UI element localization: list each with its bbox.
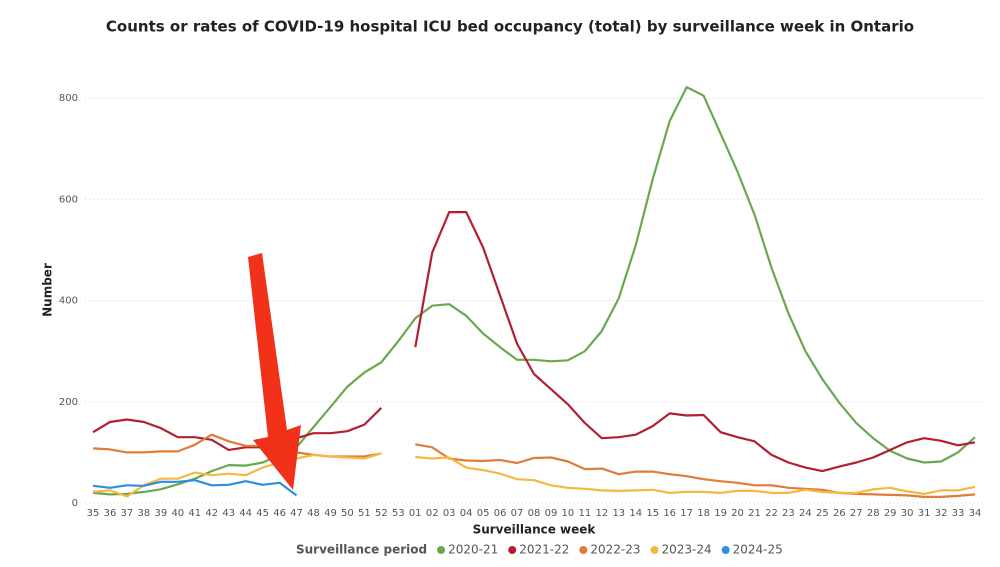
x-tick-label: 35 [87,508,100,519]
x-tick-label: 13 [612,508,625,519]
x-tick-label: 07 [511,508,524,519]
x-tick-label: 22 [765,508,778,519]
x-tick-label: 03 [443,508,456,519]
legend-label: 2024-25 [733,543,783,557]
x-tick-label: 02 [426,508,439,519]
legend: Surveillance period 2020-21 2021-22 2022-23… [296,543,783,557]
y-tick-label: 600 [59,194,78,205]
legend-label: 2021-22 [519,543,569,557]
x-tick-label: 46 [273,508,286,519]
x-tick-label: 23 [782,508,795,519]
y-tick-label: 800 [59,93,78,104]
legend-swatch [650,546,659,554]
x-tick-label: 01 [409,508,422,519]
x-tick-label: 19 [714,508,727,519]
x-tick-label: 26 [833,508,846,519]
x-tick-label: 32 [935,508,948,519]
x-tick-label: 40 [171,508,184,519]
x-tick-label: 15 [646,508,659,519]
chart-title: Counts or rates of COVID-19 hospital ICU… [106,18,914,36]
x-tick-label: 33 [952,508,965,519]
x-tick-label: 53 [392,508,405,519]
x-tick-label: 21 [748,508,761,519]
x-tick-label: 27 [850,508,863,519]
x-tick-label: 51 [358,508,371,519]
y-tick-label: 200 [59,397,78,408]
x-tick-label: 31 [918,508,931,519]
x-tick-label: 18 [697,508,710,519]
x-tick-label: 43 [222,508,235,519]
x-tick-label: 06 [494,508,507,519]
x-tick-label: 20 [731,508,744,519]
x-tick-label: 16 [663,508,676,519]
series-line [92,479,298,497]
x-tick-label: 28 [867,508,880,519]
y-axis-label: Number [41,263,55,317]
x-axis-label: Surveillance week [473,523,597,537]
x-tick-label: 30 [901,508,914,519]
x-tick-label: 05 [477,508,490,519]
x-tick-label: 17 [680,508,693,519]
x-tick-label: 04 [460,508,473,519]
x-tick-label: 12 [595,508,608,519]
legend-swatch [437,546,446,554]
y-tick-label: 400 [59,296,78,307]
x-tick-label: 10 [562,508,575,519]
x-tick-label: 48 [307,508,320,519]
x-tick-label: 25 [816,508,829,519]
legend-label: 2022-23 [590,543,640,557]
legend-swatch [579,546,588,554]
x-tick-label: 50 [341,508,354,519]
x-tick-label: 14 [629,508,642,519]
legend-swatch [508,546,517,554]
x-tick-label: 37 [121,508,134,519]
legend-swatch [721,546,730,554]
x-tick-label: 47 [290,508,303,519]
x-tick-label: 49 [324,508,337,519]
x-tick-label: 39 [154,508,167,519]
x-tick-label: 41 [188,508,201,519]
x-tick-label: 38 [138,508,151,519]
x-tick-label: 52 [375,508,388,519]
annotation-arrow [248,253,301,490]
series-line [92,211,976,473]
series-line [92,86,976,496]
series-line [92,452,976,498]
legend-title: Surveillance period [296,543,427,557]
x-tick-label: 44 [239,508,252,519]
x-tick-label: 09 [545,508,558,519]
y-tick-label: 0 [72,498,78,509]
x-tick-label: 42 [205,508,218,519]
x-tick-label: 11 [579,508,592,519]
x-tick-label: 29 [884,508,897,519]
legend-label: 2023-24 [662,543,712,557]
x-tick-label: 45 [256,508,269,519]
x-tick-label: 24 [799,508,812,519]
x-tick-label: 34 [969,508,982,519]
legend-label: 2020-21 [448,543,498,557]
x-tick-label: 08 [528,508,541,519]
x-tick-label: 36 [104,508,117,519]
